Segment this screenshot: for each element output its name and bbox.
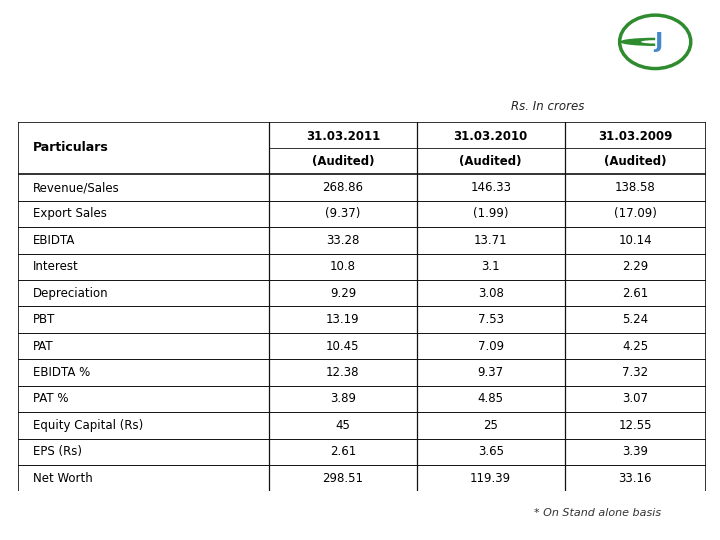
Text: Revenue/Sales: Revenue/Sales [33, 181, 120, 194]
Text: 2.29: 2.29 [622, 260, 648, 273]
Text: 7.09: 7.09 [477, 340, 504, 353]
Text: (Audited): (Audited) [604, 154, 667, 167]
Text: 138.58: 138.58 [615, 181, 655, 194]
Text: (9.37): (9.37) [325, 207, 361, 220]
Text: 12.38: 12.38 [326, 366, 360, 379]
Text: 4.25: 4.25 [622, 340, 648, 353]
Text: EPS (Rs): EPS (Rs) [33, 446, 82, 458]
Text: 9.37: 9.37 [477, 366, 504, 379]
Text: 31.03.2010: 31.03.2010 [454, 130, 528, 143]
Text: Depreciation: Depreciation [33, 287, 109, 300]
Text: EBIDTA %: EBIDTA % [33, 366, 90, 379]
Text: 10.8: 10.8 [330, 260, 356, 273]
Text: J: J [654, 32, 663, 52]
Text: 10.45: 10.45 [326, 340, 360, 353]
Text: (Audited): (Audited) [459, 154, 522, 167]
Text: 3.39: 3.39 [622, 446, 648, 458]
Text: (1.99): (1.99) [473, 207, 508, 220]
Text: 25: 25 [483, 419, 498, 432]
Ellipse shape [620, 15, 690, 69]
Text: 12.55: 12.55 [618, 419, 652, 432]
Text: 3.07: 3.07 [622, 393, 648, 406]
Text: (Audited): (Audited) [312, 154, 374, 167]
Text: 3.08: 3.08 [478, 287, 504, 300]
Text: 33.28: 33.28 [326, 234, 359, 247]
Text: 146.33: 146.33 [470, 181, 511, 194]
Text: 7.53: 7.53 [478, 313, 504, 326]
Text: 2.61: 2.61 [622, 287, 648, 300]
Text: 9.29: 9.29 [330, 287, 356, 300]
Text: 298.51: 298.51 [323, 471, 364, 485]
Text: 4.85: 4.85 [478, 393, 504, 406]
Text: 13.71: 13.71 [474, 234, 508, 247]
Text: 31.03.2009: 31.03.2009 [598, 130, 672, 143]
Text: 45: 45 [336, 419, 351, 432]
Text: 3.89: 3.89 [330, 393, 356, 406]
Text: (17.09): (17.09) [613, 207, 657, 220]
Text: Rs. In crores: Rs. In crores [510, 100, 584, 113]
Text: PAT %: PAT % [33, 393, 68, 406]
Text: Particulars: Particulars [33, 141, 109, 154]
Text: Interest: Interest [33, 260, 78, 273]
Text: 10.14: 10.14 [618, 234, 652, 247]
Text: PBT: PBT [33, 313, 55, 326]
Text: EBIDTA: EBIDTA [33, 234, 76, 247]
Text: Brief Financials of JCL: Brief Financials of JCL [115, 28, 490, 56]
FancyBboxPatch shape [608, 6, 702, 77]
Text: Equity Capital (Rs): Equity Capital (Rs) [33, 419, 143, 432]
Wedge shape [620, 38, 655, 46]
Text: 31.03.2011: 31.03.2011 [306, 130, 380, 143]
Text: 5.24: 5.24 [622, 313, 648, 326]
Text: 268.86: 268.86 [323, 181, 364, 194]
Text: Export Sales: Export Sales [33, 207, 107, 220]
Text: PAT: PAT [33, 340, 54, 353]
Text: 119.39: 119.39 [470, 471, 511, 485]
Text: 3.1: 3.1 [482, 260, 500, 273]
Text: 33.16: 33.16 [618, 471, 652, 485]
Text: 2.61: 2.61 [330, 446, 356, 458]
Text: 13.19: 13.19 [326, 313, 360, 326]
Text: 3.65: 3.65 [478, 446, 504, 458]
Text: * On Stand alone basis: * On Stand alone basis [534, 508, 661, 518]
Text: Net Worth: Net Worth [33, 471, 93, 485]
Text: 7.32: 7.32 [622, 366, 648, 379]
